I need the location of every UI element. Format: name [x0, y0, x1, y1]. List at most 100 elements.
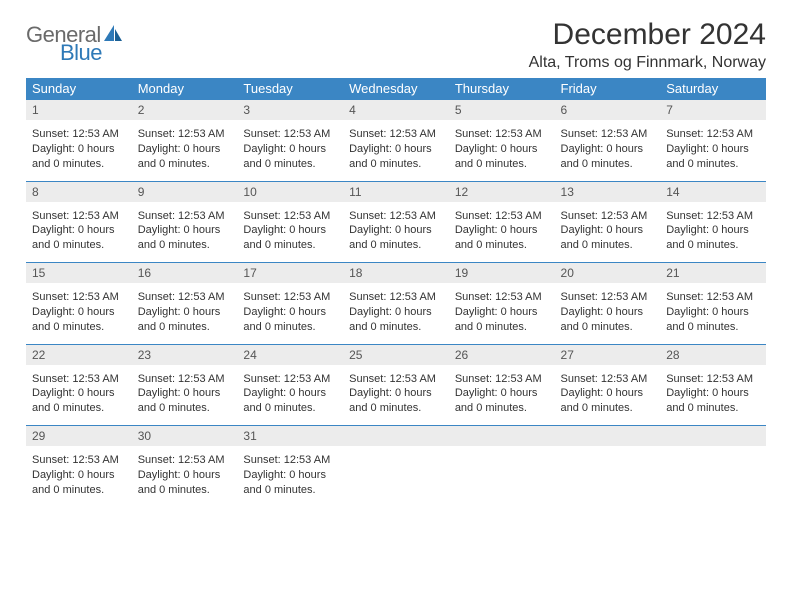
day-number-cell: 27	[555, 344, 661, 365]
location-subtitle: Alta, Troms og Finnmark, Norway	[529, 54, 766, 72]
day-number-cell: 22	[26, 344, 132, 365]
daylight-line: Daylight: 0 hours and 0 minutes.	[561, 306, 644, 333]
day-number-cell: 30	[132, 426, 238, 447]
day-detail-cell: Sunset: 12:53 AMDaylight: 0 hours and 0 …	[449, 202, 555, 263]
weekday-header-row: Sunday Monday Tuesday Wednesday Thursday…	[26, 78, 766, 100]
day-number-cell: 14	[660, 181, 766, 202]
sunset-line: Sunset: 12:53 AM	[243, 454, 330, 466]
day-detail-cell: Sunset: 12:53 AM Daylight: 0 hours and 0 …	[660, 202, 766, 263]
day-detail-cell: Sunset: 12:53 AM Daylight: 0 hours and 0 …	[449, 120, 555, 181]
sunset-line: Sunset: 12:53 AM	[32, 128, 119, 140]
sunset-line: Sunset: 12:53 AM	[455, 373, 542, 385]
day-number-cell: 23	[132, 344, 238, 365]
day-number-cell: 5	[449, 100, 555, 121]
day-detail-cell: Sunset: 12:53 AMDaylight: 0 hours and 0 …	[343, 283, 449, 344]
daylight-line: Daylight: 0 hours and 0 minutes.	[32, 306, 115, 333]
daylight-line: Daylight: 0 hours and 0 minutes.	[455, 306, 538, 333]
day-detail-cell: Sunset: 12:53 AMDaylight: 0 hours and 0 …	[26, 120, 132, 181]
sunset-line: Sunset: 12:53 AM	[666, 210, 753, 222]
sunset-line: Sunset: 12:53 AM	[666, 373, 753, 385]
sunset-line: Sunset: 12:53 AM	[666, 128, 753, 140]
sunset-line: Sunset: 12:53 AM	[561, 210, 648, 222]
day-detail-cell: Sunset: 12:53 AM Daylight: 0 hours and 0 …	[237, 446, 343, 507]
day-number-cell	[343, 426, 449, 447]
day-detail-cell: Sunset: 12:53 AMDaylight: 0 hours and 0 …	[555, 365, 661, 426]
day-detail-row: Sunset: 12:53 AM Daylight: 0 hours and 0 …	[26, 365, 766, 426]
day-number-cell: 18	[343, 263, 449, 284]
daylight-line: Daylight: 0 hours and 0 minutes.	[666, 306, 749, 333]
day-detail-row: Sunset: 12:53 AM Daylight: 0 hours and 0 …	[26, 283, 766, 344]
daylight-line: Daylight: 0 hours and 0 minutes.	[138, 387, 221, 414]
sunset-line: Sunset: 12:53 AM	[243, 128, 330, 140]
day-detail-cell: Sunset: 12:53 AM Daylight: 0 hours and 0 …	[132, 283, 238, 344]
day-number-cell: 1	[26, 100, 132, 121]
day-number-cell: 13	[555, 181, 661, 202]
day-number-row: 1234567	[26, 100, 766, 121]
sunset-line: Sunset: 12:53 AM	[349, 291, 436, 303]
day-detail-cell: Sunset: 12:53 AMDaylight: 0 hours and 0 …	[343, 120, 449, 181]
sunset-line: Sunset: 12:53 AM	[138, 373, 225, 385]
day-number-cell: 25	[343, 344, 449, 365]
sunset-line: Sunset: 12:53 AM	[561, 291, 648, 303]
daylight-line: Daylight: 0 hours and 0 minutes.	[666, 143, 749, 170]
page-header: General Blue December 2024 Alta, Troms o…	[26, 18, 766, 72]
sunset-line: Sunset: 12:53 AM	[349, 210, 436, 222]
day-detail-cell: Sunset: 12:53 AM Daylight: 0 hours and 0 …	[660, 120, 766, 181]
day-detail-cell: Sunset: 12:53 AMDaylight: 0 hours and 0 …	[660, 365, 766, 426]
day-number-cell: 21	[660, 263, 766, 284]
day-number-cell: 31	[237, 426, 343, 447]
daylight-line: Daylight: 0 hours and 0 minutes.	[561, 143, 644, 170]
day-number-cell: 29	[26, 426, 132, 447]
day-detail-cell: Sunset: 12:53 AMDaylight: 0 hours and 0 …	[449, 283, 555, 344]
day-detail-cell: Sunset: 12:53 AM Daylight: 0 hours and 0 …	[26, 446, 132, 507]
day-number-cell: 9	[132, 181, 238, 202]
daylight-line: Daylight: 0 hours and 0 minutes.	[243, 469, 326, 496]
day-detail-cell: Sunset: 12:53 AM Daylight: 0 hours and 0 …	[343, 202, 449, 263]
month-title: December 2024	[529, 18, 766, 52]
day-number-cell: 20	[555, 263, 661, 284]
weekday-header: Wednesday	[343, 78, 449, 100]
day-detail-cell: Sunset: 12:53 AMDaylight: 0 hours and 0 …	[555, 202, 661, 263]
daylight-line: Daylight: 0 hours and 0 minutes.	[666, 224, 749, 251]
daylight-line: Daylight: 0 hours and 0 minutes.	[138, 306, 221, 333]
daylight-line: Daylight: 0 hours and 0 minutes.	[32, 224, 115, 251]
daylight-line: Daylight: 0 hours and 0 minutes.	[455, 224, 538, 251]
daylight-line: Daylight: 0 hours and 0 minutes.	[349, 224, 432, 251]
sunset-line: Sunset: 12:53 AM	[243, 291, 330, 303]
day-number-cell	[555, 426, 661, 447]
weekday-header: Sunday	[26, 78, 132, 100]
sunset-line: Sunset: 12:53 AM	[455, 128, 542, 140]
sunset-line: Sunset: 12:53 AM	[32, 373, 119, 385]
day-detail-cell: Sunset: 12:53 AM Daylight: 0 hours and 0 …	[132, 365, 238, 426]
sunset-line: Sunset: 12:53 AM	[138, 291, 225, 303]
day-number-cell: 3	[237, 100, 343, 121]
day-detail-cell: Sunset: 12:53 AM Daylight: 0 hours and 0 …	[555, 283, 661, 344]
day-detail-cell: Sunset: 12:53 AMDaylight: 0 hours and 0 …	[343, 365, 449, 426]
sunset-line: Sunset: 12:53 AM	[138, 454, 225, 466]
weekday-header: Tuesday	[237, 78, 343, 100]
day-detail-cell: Sunset: 12:53 AMDaylight: 0 hours and 0 …	[449, 365, 555, 426]
sunset-line: Sunset: 12:53 AM	[243, 210, 330, 222]
day-detail-row: Sunset: 12:53 AM Daylight: 0 hours and 0 …	[26, 120, 766, 181]
day-detail-cell	[555, 446, 661, 507]
day-number-cell: 17	[237, 263, 343, 284]
day-number-cell: 11	[343, 181, 449, 202]
sunset-line: Sunset: 12:53 AM	[138, 128, 225, 140]
sunset-line: Sunset: 12:53 AM	[243, 373, 330, 385]
daylight-line: Daylight: 0 hours and 0 minutes.	[32, 469, 115, 496]
daylight-line: Daylight: 0 hours and 0 minutes.	[349, 143, 432, 170]
day-detail-row: Sunset: 12:53 AM Daylight: 0 hours and 0 …	[26, 202, 766, 263]
sunset-line: Sunset: 12:53 AM	[32, 291, 119, 303]
weekday-header: Monday	[132, 78, 238, 100]
day-detail-cell	[660, 446, 766, 507]
sunset-line: Sunset: 12:53 AM	[32, 210, 119, 222]
day-number-row: 293031	[26, 426, 766, 447]
day-number-cell: 24	[237, 344, 343, 365]
brand-part2: Blue	[60, 42, 123, 64]
daylight-line: Daylight: 0 hours and 0 minutes.	[349, 387, 432, 414]
day-detail-cell: Sunset: 12:53 AM Daylight: 0 hours and 0 …	[26, 283, 132, 344]
sunset-line: Sunset: 12:53 AM	[32, 454, 119, 466]
day-number-cell: 15	[26, 263, 132, 284]
brand-logo: General Blue	[26, 18, 123, 64]
daylight-line: Daylight: 0 hours and 0 minutes.	[455, 143, 538, 170]
